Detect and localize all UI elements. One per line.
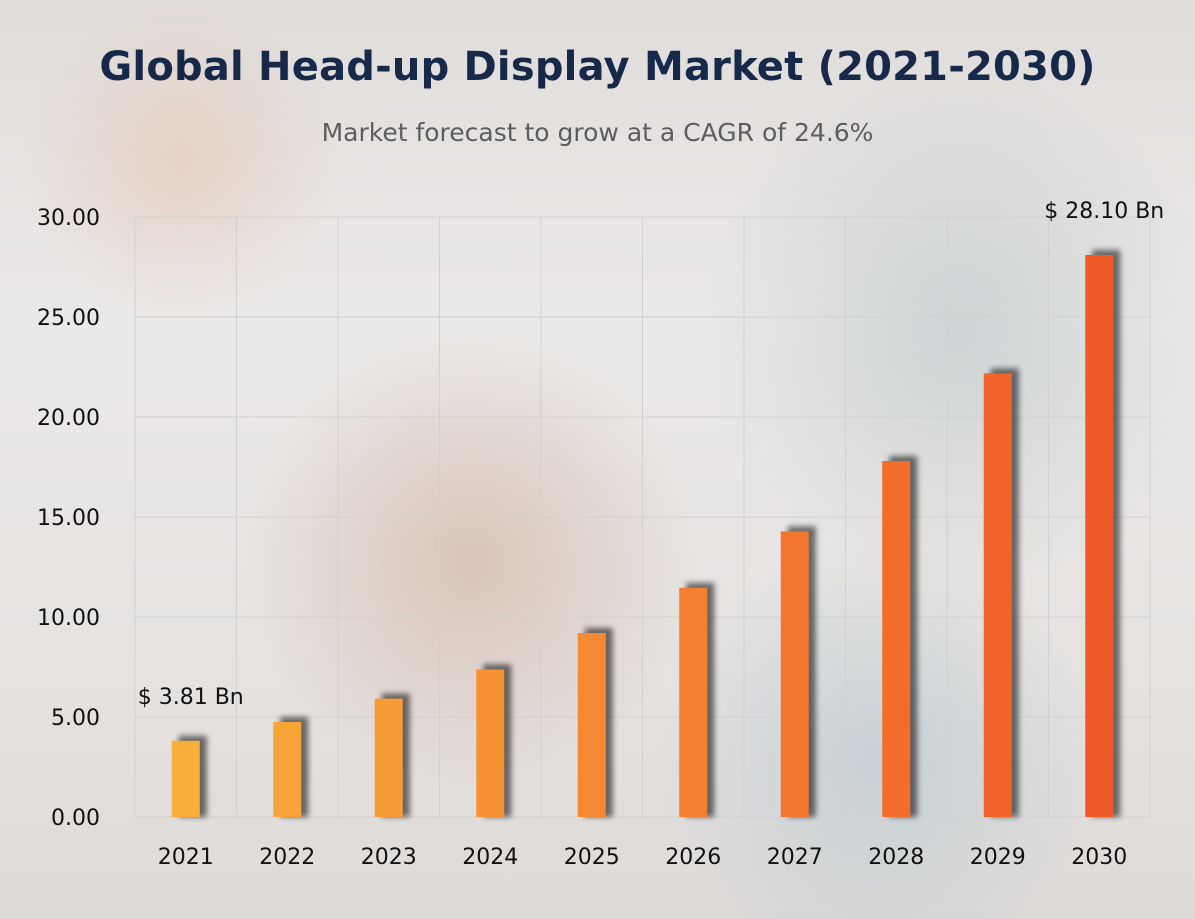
x-tick-label: 2028 bbox=[868, 845, 924, 870]
bar-2029 bbox=[983, 373, 1012, 817]
x-tick-label: 2025 bbox=[564, 845, 620, 870]
x-tick-label: 2030 bbox=[1071, 845, 1127, 870]
y-tick-label: 30.00 bbox=[37, 206, 100, 231]
bar-2025 bbox=[577, 633, 606, 817]
bar-2021 bbox=[171, 740, 200, 817]
bar-2028 bbox=[882, 461, 911, 817]
y-tick-label: 15.00 bbox=[37, 506, 100, 531]
x-tick-label: 2027 bbox=[767, 845, 823, 870]
x-tick-label: 2023 bbox=[361, 845, 417, 870]
bar-2027 bbox=[780, 531, 809, 817]
x-tick-label: 2022 bbox=[259, 845, 315, 870]
chart-title: Global Head-up Display Market (2021-2030… bbox=[99, 44, 1096, 90]
data-label-2021: $ 3.81 Bn bbox=[138, 685, 244, 710]
x-tick-label: 2026 bbox=[665, 845, 721, 870]
chart-subtitle: Market forecast to grow at a CAGR of 24.… bbox=[321, 118, 874, 147]
y-tick-label: 10.00 bbox=[37, 606, 100, 631]
labels: 0.00 5.00 10.00 15.00 20.00 25.00 30.00 2021 202… bbox=[37, 199, 1164, 870]
y-tick-label: 20.00 bbox=[37, 406, 100, 431]
x-tick-label: 2021 bbox=[158, 845, 214, 870]
bars bbox=[171, 250, 1121, 817]
bar-2026 bbox=[679, 587, 708, 817]
bar-2022 bbox=[273, 722, 302, 817]
data-label-2030: $ 28.10 Bn bbox=[1044, 199, 1164, 224]
gridlines bbox=[134, 216, 1151, 818]
bar-2030 bbox=[1085, 255, 1114, 817]
bar-2024 bbox=[476, 669, 505, 817]
x-tick-label: 2029 bbox=[970, 845, 1026, 870]
bar-2023 bbox=[374, 698, 403, 817]
y-tick-label: 25.00 bbox=[37, 306, 100, 331]
x-tick-label: 2024 bbox=[462, 845, 518, 870]
y-tick-label: 0.00 bbox=[51, 806, 100, 831]
y-tick-label: 5.00 bbox=[51, 706, 100, 731]
